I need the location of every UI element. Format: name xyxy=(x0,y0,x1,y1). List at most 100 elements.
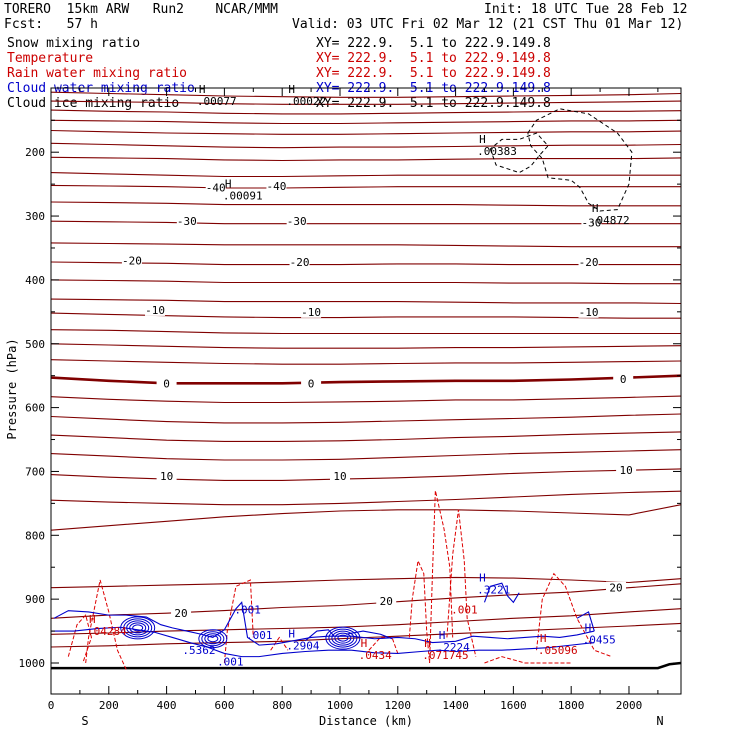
y-tick-label: 1000 xyxy=(19,657,46,670)
cloud-water-max-ring xyxy=(198,629,228,649)
isotherm-label-bg xyxy=(156,377,177,390)
isotherm-label: -30 xyxy=(177,215,197,228)
isotherm-line xyxy=(50,504,682,531)
maximum-value: .071745 xyxy=(422,649,468,662)
rain-water-contour xyxy=(67,614,92,664)
isotherm-line xyxy=(50,343,682,349)
maximum-value: .00022 xyxy=(286,95,326,108)
x-tick-label: 1600 xyxy=(500,699,527,712)
maximum-marker: H xyxy=(540,632,547,645)
maximum-value: .3221 xyxy=(477,583,510,596)
isotherm-label: -40 xyxy=(266,180,286,193)
cloud-water-contour xyxy=(51,626,595,658)
cloud-water-max-ring xyxy=(207,635,219,643)
isotherm-line xyxy=(50,608,682,635)
maximum-marker: H xyxy=(199,83,206,96)
isotherm-line xyxy=(50,413,682,424)
isotherm-label: 20 xyxy=(609,582,622,595)
maximum-marker: H xyxy=(288,628,295,641)
isotherm-line xyxy=(50,449,682,461)
isotherm-label: 10 xyxy=(619,464,632,477)
maximum-marker: H xyxy=(439,629,446,642)
isotherm-label: 10 xyxy=(160,470,173,483)
isotherm-line xyxy=(50,220,681,225)
isotherm-line xyxy=(50,395,682,404)
isotherm-line xyxy=(50,242,681,248)
isotherm-label-bg xyxy=(171,607,192,620)
cloud-water-contour xyxy=(53,601,595,646)
maximum-marker: H xyxy=(585,621,592,634)
y-tick-label: 300 xyxy=(25,210,45,223)
isotherm-label: -20 xyxy=(579,256,599,269)
cloud-water-max-ring xyxy=(120,616,156,640)
isotherm-line xyxy=(50,468,682,481)
isotherm-line xyxy=(50,109,682,115)
maximum-value: .5362 xyxy=(182,644,215,657)
init-time: Init: 18 UTC Tue 28 Feb 12 xyxy=(484,2,688,17)
rain-water-contour xyxy=(85,579,127,670)
field-xy-temperature: XY= 222.9. 5.1 to 222.9.149.8 xyxy=(316,51,551,66)
cloud-water-contour xyxy=(483,582,520,604)
cloud-water-max-ring xyxy=(126,620,150,636)
maximum-value: .05096 xyxy=(538,644,578,657)
maximum-value: .0455 xyxy=(583,633,616,646)
plot-frame xyxy=(50,87,682,695)
isotherm-line xyxy=(50,201,681,207)
maximum-marker: H xyxy=(424,637,431,650)
isotherm-label-bg xyxy=(301,305,322,318)
isotherm-label: -30 xyxy=(581,216,601,229)
isotherm-label-bg xyxy=(329,469,350,482)
maximum-value: .001 xyxy=(246,629,273,642)
isotherm-line xyxy=(50,156,682,162)
cloud-water-max-ring xyxy=(129,622,147,634)
isotherm-label-bg xyxy=(613,372,634,385)
isotherm-label: 0 xyxy=(620,373,627,386)
x-tick-label: 600 xyxy=(214,699,234,712)
y-axis-label: Pressure (hPa) xyxy=(5,338,19,439)
rain-water-contour xyxy=(408,559,431,664)
cloud-water-max-ring xyxy=(201,631,225,647)
isotherm-label-bg xyxy=(301,377,322,390)
isotherm-label-bg xyxy=(205,181,226,194)
isotherm-line xyxy=(50,431,682,442)
x-tick-label: 2000 xyxy=(616,699,643,712)
x-tick-label: 1000 xyxy=(327,699,354,712)
rain-water-contour xyxy=(484,656,572,664)
x-tick-label: 1800 xyxy=(558,699,585,712)
cloud-water-max-ring xyxy=(328,628,358,648)
x-tick-label: 1200 xyxy=(385,699,412,712)
y-tick-label: 500 xyxy=(25,338,45,351)
y-tick-label: 900 xyxy=(25,593,45,606)
model-title: TORERO 15km ARW Run2 NCAR/MMM xyxy=(4,2,278,17)
isotherm-label-bg xyxy=(578,256,599,269)
y-tick-label: 700 xyxy=(25,465,45,478)
cloud-water-max-ring xyxy=(334,632,352,644)
freezing-level-isotherm xyxy=(50,374,682,385)
y-tick-label: 600 xyxy=(25,402,45,415)
field-xy-snow: XY= 222.9. 5.1 to 222.9.149.8 xyxy=(316,36,551,51)
isotherm-label-bg xyxy=(376,595,397,608)
maximum-value: .04872 xyxy=(590,214,630,227)
maximum-marker: H xyxy=(361,637,368,650)
rain-water-contour xyxy=(368,636,399,654)
isotherm-label: -10 xyxy=(145,304,165,317)
isotherm-line xyxy=(50,279,681,285)
x-tick-label: 1400 xyxy=(442,699,469,712)
maximum-value: .04284 xyxy=(87,625,127,638)
maximum-marker: H xyxy=(592,202,599,215)
isotherm-label-bg xyxy=(156,469,177,482)
isotherm-label-bg xyxy=(581,216,602,229)
field-name-temperature: Temperature xyxy=(7,51,94,66)
isotherm-label-bg xyxy=(266,180,287,193)
isotherm-label: -40 xyxy=(206,181,226,194)
rain-water-contour xyxy=(270,636,289,651)
isotherm-line xyxy=(50,91,682,98)
isotherm-label: -20 xyxy=(290,256,310,269)
isotherm-line xyxy=(50,129,682,135)
maximum-value: .2904 xyxy=(286,640,319,653)
cloud-ice-contour xyxy=(527,108,633,212)
field-xy-rain: XY= 222.9. 5.1 to 222.9.149.8 xyxy=(316,66,551,81)
maximum-value: .00077 xyxy=(197,95,237,108)
isotherm-label: -30 xyxy=(287,215,307,228)
